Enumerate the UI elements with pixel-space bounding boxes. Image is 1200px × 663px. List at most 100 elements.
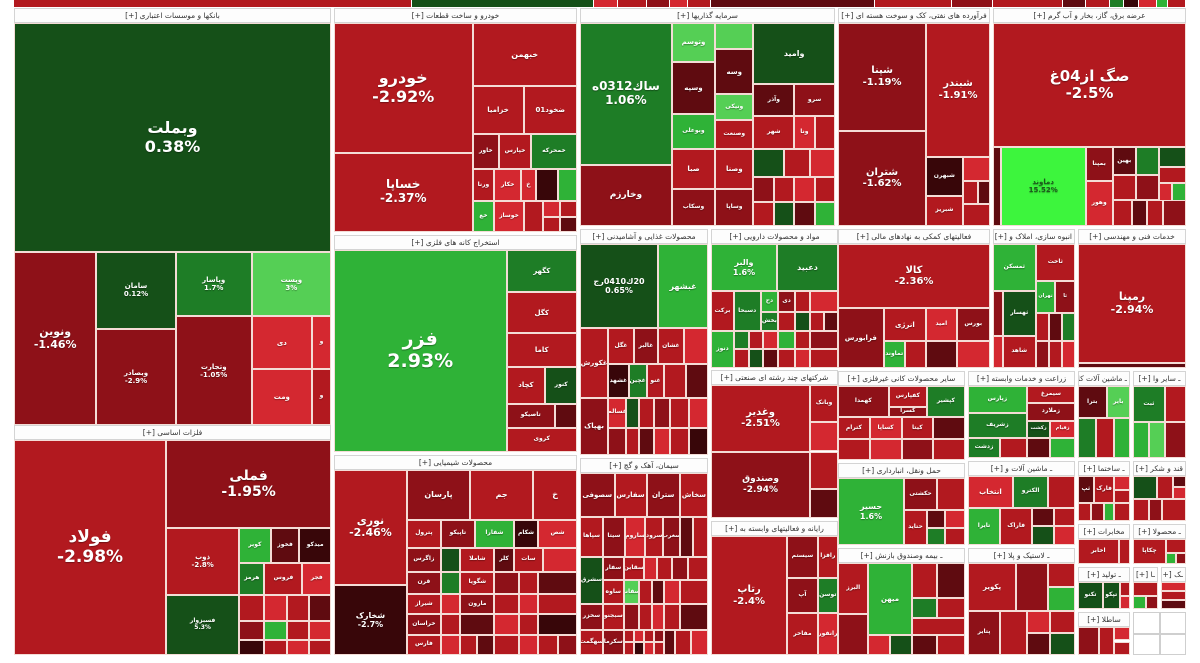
stock-tile[interactable] [937,597,965,619]
strip-tile[interactable] [670,0,688,7]
stock-tile[interactable] [440,634,461,655]
sector-header-transport[interactable]: حمل ونقل، انبارداری [+] [838,463,965,478]
stock-tile[interactable] [308,620,331,640]
stock-tile-ضخود01[interactable]: ضخود01 [523,85,577,134]
stock-tile[interactable] [523,200,543,232]
stock-tile-غشان[interactable]: غشان [658,328,684,365]
stock-tile[interactable] [1162,498,1186,521]
sector-header-insurance[interactable]: ـ بیمه وصندوق بازنش [+] [838,548,965,563]
stock-tile-رتاپ[interactable]: رتاپ -2.4% [711,536,788,655]
stock-tile-خوساز[interactable]: خوساز [494,200,524,232]
stock-tile-امید[interactable]: امید [926,308,957,341]
stock-tile-بخش[interactable]: بخش [760,312,779,331]
stock-tile[interactable] [962,156,990,182]
stock-tile[interactable] [1026,610,1051,633]
stock-tile[interactable] [1114,503,1130,521]
stock-tile-زدشت[interactable]: زدشت [968,437,1001,458]
stock-tile[interactable] [559,217,577,232]
stock-tile-دح[interactable]: دح [760,291,779,313]
stock-tile[interactable] [1148,498,1163,521]
stock-tile-تاصیکو[interactable]: تاصیکو [506,403,556,428]
stock-tile[interactable] [753,148,784,178]
sector-header-multi[interactable]: شرکتهای چند رشته ای صنعتی [+] [711,370,838,385]
stock-tile[interactable] [555,403,577,428]
stock-tile[interactable] [814,116,835,149]
stock-tile[interactable] [749,330,764,350]
stock-tile-کگهر[interactable]: کگهر [506,250,577,293]
stock-tile[interactable] [1172,487,1186,499]
stock-tile-شپنا[interactable]: شپنا -1.19% [838,23,927,131]
stock-tile-وسکاب[interactable]: وسکاب [671,189,716,226]
stock-tile-دسبحا[interactable]: دسبحا [733,291,761,331]
stock-tile-ثپ[interactable]: ثپ [1078,476,1094,503]
stock-tile[interactable] [933,417,965,440]
stock-tile[interactable] [753,177,774,202]
strip-tile[interactable] [1139,0,1157,7]
stock-tile[interactable] [1048,563,1075,587]
stock-tile-جم[interactable]: جم [470,470,534,520]
stock-tile-تماوند[interactable]: تماوند [883,340,905,368]
stock-tile[interactable] [1078,363,1186,368]
stock-tile[interactable] [518,614,539,635]
stock-tile[interactable] [911,597,938,619]
stock-tile[interactable] [1048,586,1075,611]
stock-tile[interactable] [1133,633,1160,655]
stock-tile-غشهد[interactable]: غشهد [608,364,629,399]
sector-header-techserv[interactable]: خدمات فنی و مهندسی [+] [1078,229,1186,244]
stock-tile-فروس[interactable]: فروس [264,562,303,595]
stock-tile-غچین[interactable]: غچین [628,364,647,399]
stock-tile-سشرق[interactable]: سشرق [580,556,604,605]
stock-tile[interactable] [1050,610,1075,633]
stock-tile-خ[interactable]: خ [533,470,577,520]
stock-tile-پکویر[interactable]: پکویر [968,563,1017,611]
stock-tile-کروی[interactable]: کروی [506,427,577,452]
stock-tile-سبجنو[interactable]: سبجنو [603,604,624,630]
stock-tile-وغدیر[interactable]: وغدیر -2.51% [711,385,811,452]
stock-tile[interactable] [1000,610,1027,655]
stock-tile-والبر[interactable]: والبر 1.6% [711,244,778,292]
stock-tile-فزر[interactable]: فزر 2.93% [334,250,507,452]
stock-tile-وصنعت[interactable]: وصنعت [715,120,754,149]
stock-tile[interactable] [1091,503,1104,521]
stock-tile-خبهمن[interactable]: خبهمن [472,23,577,86]
stock-tile-رافزا[interactable]: رافزا [817,536,838,578]
stock-tile[interactable] [1133,595,1146,609]
stock-tile-توسن[interactable]: توسن [817,577,838,614]
stock-tile[interactable] [638,398,655,428]
stock-tile[interactable] [1112,199,1132,226]
stock-tile-سیستم[interactable]: سیستم [787,536,818,578]
sector-header-ore[interactable]: استخراج کانه های فلزی [+] [334,235,577,250]
stock-tile[interactable] [1119,595,1130,609]
strip-tile[interactable] [951,0,993,7]
stock-tile[interactable] [763,330,779,350]
stock-tile[interactable] [809,148,835,178]
stock-tile[interactable] [679,516,693,557]
stock-tile-خاور[interactable]: خاور [472,133,500,170]
stock-tile-ونا[interactable]: ونا [794,116,815,149]
stock-tile[interactable] [654,642,665,655]
stock-tile[interactable] [1048,340,1062,368]
stock-tile[interactable] [1048,313,1062,341]
sector-header-realestate[interactable]: انبوه سازی، املاک و [+] [993,229,1075,244]
stock-tile-فاراک[interactable]: فاراک [1000,507,1033,545]
stock-tile-سیتا[interactable]: سیتا [603,516,625,557]
stock-tile[interactable] [838,613,869,655]
stock-tile[interactable] [518,571,539,594]
stock-tile[interactable] [688,427,708,455]
stock-tile-وهور[interactable]: وهور [1085,181,1113,226]
stock-tile-دنوز[interactable]: دنوز [711,330,734,368]
stock-tile[interactable] [794,330,811,350]
stock-tile-بهین[interactable]: بهین [1112,146,1136,176]
stock-tile-وخارزم[interactable]: وخارزم [580,165,672,226]
stock-tile-البرز[interactable]: البرز [838,563,869,614]
stock-tile[interactable] [733,349,750,368]
stock-tile-برکت[interactable]: برکت [711,291,734,331]
stock-tile[interactable] [778,312,795,331]
stock-tile[interactable] [494,593,519,615]
stock-tile[interactable] [1078,503,1091,521]
stock-tile[interactable] [904,340,927,368]
sector-header-mokhaberat[interactable]: مخابرات [+] [1078,524,1130,539]
stock-tile[interactable] [664,580,680,605]
stock-tile[interactable] [810,422,838,452]
stock-tile[interactable] [654,398,670,428]
